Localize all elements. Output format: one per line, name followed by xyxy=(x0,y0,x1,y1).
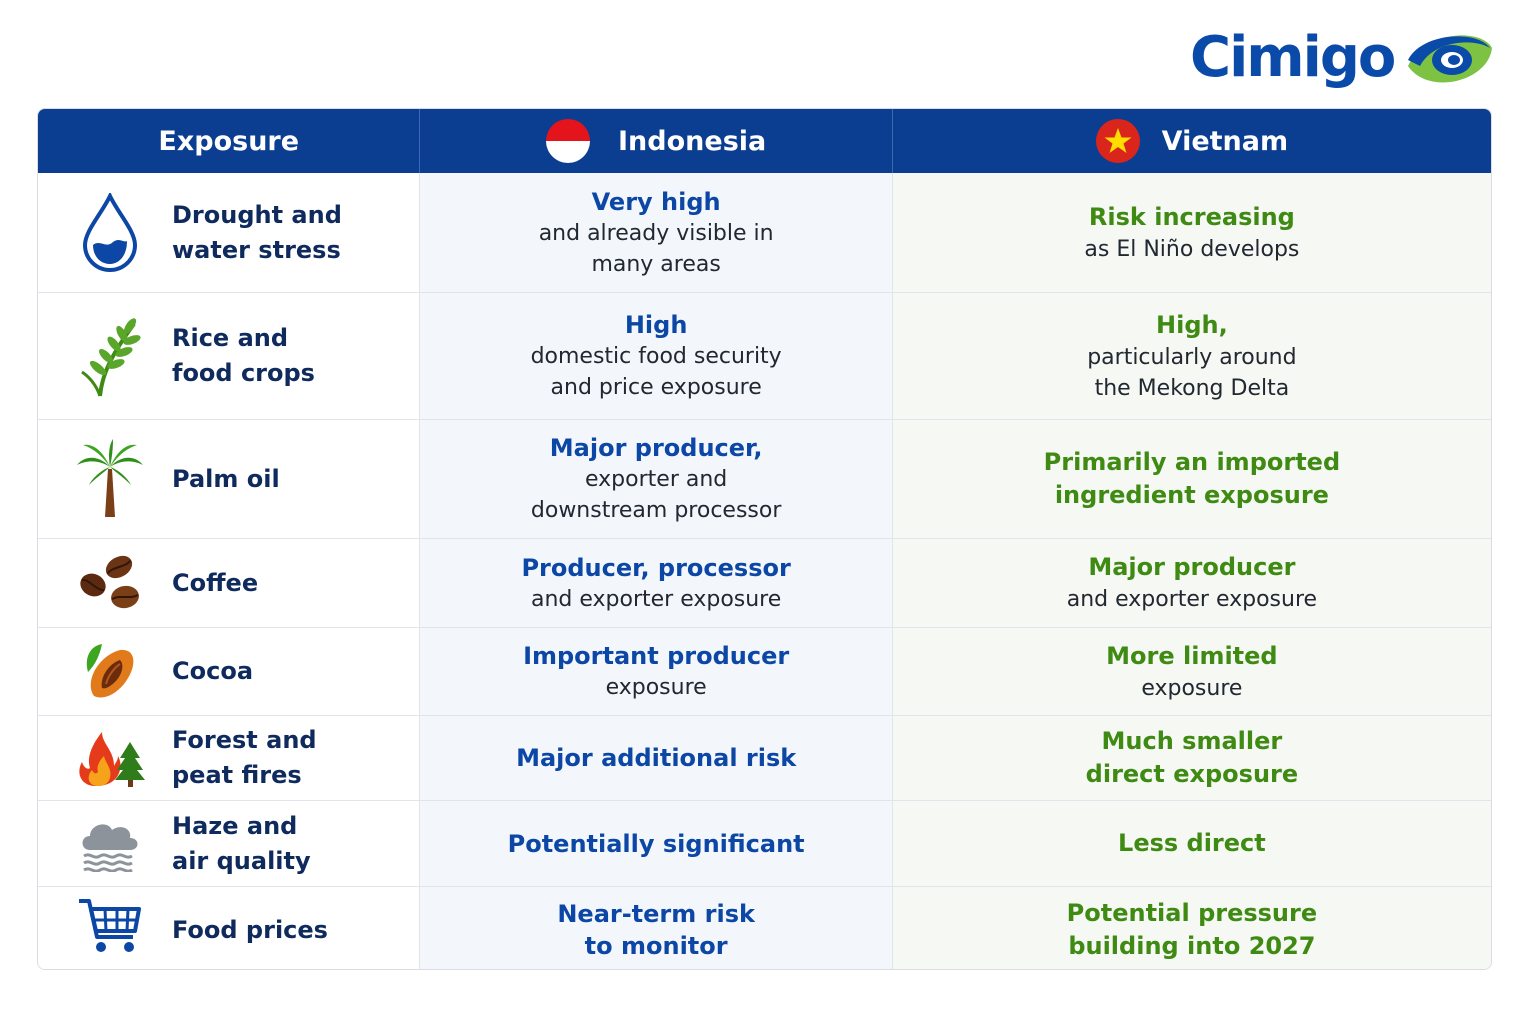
header-exposure: Exposure xyxy=(38,109,419,173)
indonesia-cell: Important producer exposure xyxy=(419,628,892,715)
exposure-label: Coffee xyxy=(172,568,259,597)
exposure-label: Rice and food crops xyxy=(172,324,315,387)
exposure-cell: Haze and air quality xyxy=(38,801,420,886)
forest-fire-icon xyxy=(74,722,146,794)
vietnam-headline: Risk increasing xyxy=(1088,202,1295,231)
haze-cloud-icon xyxy=(74,808,146,880)
rice-plant-icon xyxy=(74,318,146,397)
indonesia-headline: Major additional risk xyxy=(516,744,797,772)
vietnam-flag-icon xyxy=(1095,119,1140,163)
vietnam-cell: Potential pressure building into 2027 xyxy=(891,887,1491,969)
vietnam-cell: Major producer and exporter exposure xyxy=(891,539,1491,627)
exposure-comparison-table: Exposure Indonesia Vietnam xyxy=(37,108,1492,970)
cimigo-logo: Cimigo xyxy=(1190,18,1495,98)
indonesia-detail: and already visible in many areas xyxy=(538,220,774,277)
table-body: Drought and water stress Very high and a… xyxy=(38,173,1491,969)
vietnam-cell: More limited exposure xyxy=(891,628,1491,715)
table-row: Haze and air quality Potentially signifi… xyxy=(38,800,1491,886)
vietnam-detail: particularly around the Mekong Delta xyxy=(1087,344,1297,401)
vietnam-cell: Risk increasing as El Niño develops xyxy=(891,173,1491,292)
exposure-cell: Cocoa xyxy=(38,628,420,715)
table-row: Coffee Producer, processor and exporter … xyxy=(38,538,1491,627)
header-vietnam-label: Vietnam xyxy=(1161,125,1289,157)
exposure-cell: Food prices xyxy=(38,887,420,969)
table-row: Rice and food crops High domestic food s… xyxy=(38,292,1491,419)
exposure-cell: Palm oil xyxy=(38,420,420,538)
table-row: Palm oil Major producer, exporter and do… xyxy=(38,419,1491,538)
vietnam-cell: Primarily an imported ingredient exposur… xyxy=(891,420,1491,538)
indonesia-headline: Potentially significant xyxy=(507,829,805,858)
indonesia-cell: Major producer, exporter and downstream … xyxy=(419,420,892,538)
header-indonesia: Indonesia xyxy=(419,109,891,173)
indonesia-headline: Very high xyxy=(591,187,721,216)
coffee-beans-icon xyxy=(74,547,146,619)
cocoa-pod-icon xyxy=(74,636,146,708)
exposure-label: Forest and peat fires xyxy=(172,726,317,789)
indonesia-detail: exposure xyxy=(605,675,707,700)
indonesia-detail: exporter and downstream processor xyxy=(530,467,782,523)
vietnam-headline: Major producer xyxy=(1088,553,1296,581)
vietnam-headline: Potential pressure building into 2027 xyxy=(1066,899,1318,960)
vietnam-headline: Less direct xyxy=(1118,829,1266,857)
exposure-label: Palm oil xyxy=(172,464,280,493)
exposure-cell: Drought and water stress xyxy=(38,173,420,292)
exposure-label: Food prices xyxy=(172,915,328,944)
indonesia-cell: Producer, processor and exporter exposur… xyxy=(419,539,892,627)
exposure-label: Cocoa xyxy=(172,657,254,685)
indonesia-cell: Potentially significant xyxy=(419,801,892,886)
vietnam-headline: High, xyxy=(1156,310,1228,339)
indonesia-headline: Major producer, xyxy=(549,434,763,462)
vietnam-detail: as El Niño develops xyxy=(1084,236,1300,262)
indonesia-headline: High xyxy=(624,311,688,339)
exposure-cell: Coffee xyxy=(38,539,420,627)
vietnam-cell: High, particularly around the Mekong Del… xyxy=(891,293,1491,419)
exposure-label: Drought and water stress xyxy=(172,200,342,264)
vietnam-headline: More limited xyxy=(1106,641,1278,670)
vietnam-cell: Less direct xyxy=(891,801,1491,886)
eye-logo-icon xyxy=(1408,35,1492,83)
logo-wordmark: Cimigo xyxy=(1190,25,1396,90)
exposure-cell: Rice and food crops xyxy=(38,293,420,419)
indonesia-cell: Near-term risk to monitor xyxy=(419,887,892,969)
indonesia-headline: Important producer xyxy=(523,642,790,670)
shopping-cart-icon xyxy=(74,891,146,963)
water-drop-icon xyxy=(74,192,146,272)
vietnam-headline: Primarily an imported ingredient exposur… xyxy=(1043,448,1341,509)
header-exposure-label: Exposure xyxy=(158,125,300,157)
exposure-label: Haze and air quality xyxy=(172,811,311,875)
indonesia-headline: Near-term risk to monitor xyxy=(557,900,755,960)
table-row: Cocoa Important producer exposure More l… xyxy=(38,627,1491,715)
vietnam-detail: and exporter exposure xyxy=(1066,587,1318,612)
indonesia-cell: Very high and already visible in many ar… xyxy=(419,173,892,292)
table-row: Forest and peat fires Major additional r… xyxy=(38,715,1491,800)
exposure-cell: Forest and peat fires xyxy=(38,716,420,800)
indonesia-detail: domestic food security and price exposur… xyxy=(530,344,782,400)
indonesia-detail: and exporter exposure xyxy=(530,586,782,612)
table-row: Food prices Near-term risk to monitor Po… xyxy=(38,886,1491,969)
indonesia-headline: Producer, processor xyxy=(521,553,791,582)
table-header: Exposure Indonesia Vietnam xyxy=(38,109,1491,173)
palm-tree-icon xyxy=(74,439,146,517)
header-indonesia-label: Indonesia xyxy=(618,125,767,157)
indonesia-cell: Major additional risk xyxy=(419,716,892,800)
vietnam-cell: Much smaller direct exposure xyxy=(891,716,1491,800)
indonesia-flag-icon xyxy=(546,119,591,163)
indonesia-cell: High domestic food security and price ex… xyxy=(419,293,892,419)
vietnam-headline: Much smaller direct exposure xyxy=(1085,727,1299,788)
header-vietnam: Vietnam xyxy=(891,109,1491,173)
table-row: Drought and water stress Very high and a… xyxy=(38,173,1491,292)
vietnam-detail: exposure xyxy=(1141,675,1243,701)
